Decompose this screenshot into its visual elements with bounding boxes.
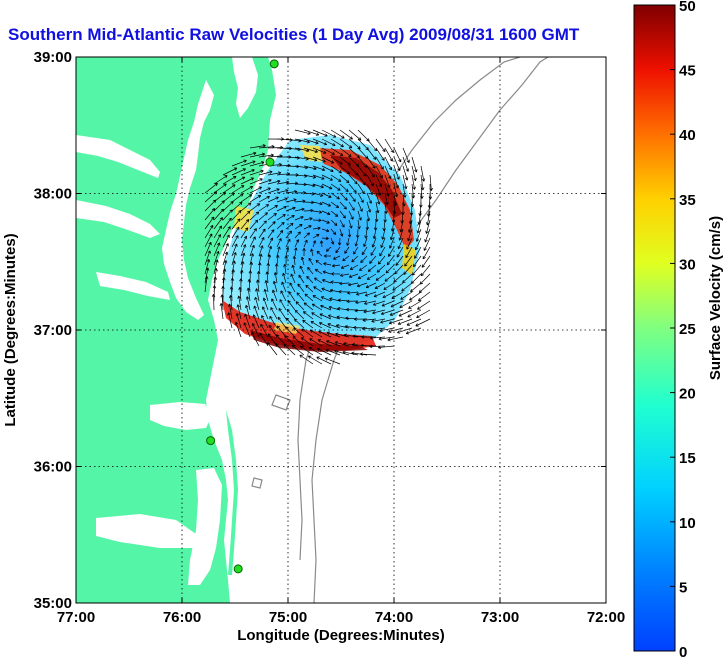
colorbar: 0 5 10 15 20 25 30 35 40 45 50 Surface Velocity (c… [633, 0, 724, 659]
colorbar-tick-label: 35 [679, 192, 696, 209]
y-tick-label: 35:00 [34, 595, 72, 612]
x-tick-label: 75:00 [269, 609, 307, 626]
y-axis-label: Latitude (Degrees:Minutes) [2, 233, 19, 426]
x-tick-label: 76:00 [163, 609, 201, 626]
x-tick-label: 73:00 [481, 609, 519, 626]
x-tick-label: 77:00 [57, 609, 95, 626]
velocity-vectors [204, 129, 433, 365]
colorbar-tick-label: 25 [679, 321, 696, 338]
x-axis-label: Longitude (Degrees:Minutes) [237, 627, 445, 644]
colorbar-gradient [633, 4, 676, 652]
colorbar-tick-label: 30 [679, 256, 696, 273]
radar-stations [206, 59, 279, 574]
grid-lines [76, 57, 606, 603]
colorbar-tick-label: 50 [679, 0, 696, 15]
radar-station-marker [206, 436, 216, 446]
x-axis-ticks: 77:00 76:00 75:00 74:00 73:00 72:00 [57, 57, 625, 626]
y-axis-ticks: 35:00 36:00 37:00 38:00 39:00 [34, 49, 606, 612]
colorbar-tick-label: 0 [679, 644, 687, 659]
colorbar-tick-label: 20 [679, 386, 696, 403]
radar-station-marker [269, 59, 279, 69]
plot-area [76, 57, 606, 603]
colorbar-label: Surface Velocity (cm/s) [707, 216, 724, 380]
x-tick-label: 72:00 [587, 609, 625, 626]
y-tick-label: 37:00 [34, 322, 72, 339]
colorbar-tick-label: 5 [679, 579, 687, 596]
radar-station-marker [233, 564, 243, 574]
velocity-field [204, 129, 433, 365]
x-tick-label: 74:00 [375, 609, 413, 626]
colorbar-tick-label: 10 [679, 515, 696, 532]
colorbar-tick-label: 40 [679, 127, 696, 144]
map-title: Southern Mid-Atlantic Raw Velocities (1 … [8, 25, 580, 44]
colorbar-tick-label: 15 [679, 450, 696, 467]
colorbar-ticks: 0 5 10 15 20 25 30 35 40 45 50 [670, 0, 696, 659]
y-tick-label: 36:00 [34, 459, 72, 476]
y-tick-label: 39:00 [34, 49, 72, 66]
y-tick-label: 38:00 [34, 186, 72, 203]
radar-station-marker [265, 157, 275, 167]
colorbar-tick-label: 45 [679, 63, 696, 80]
